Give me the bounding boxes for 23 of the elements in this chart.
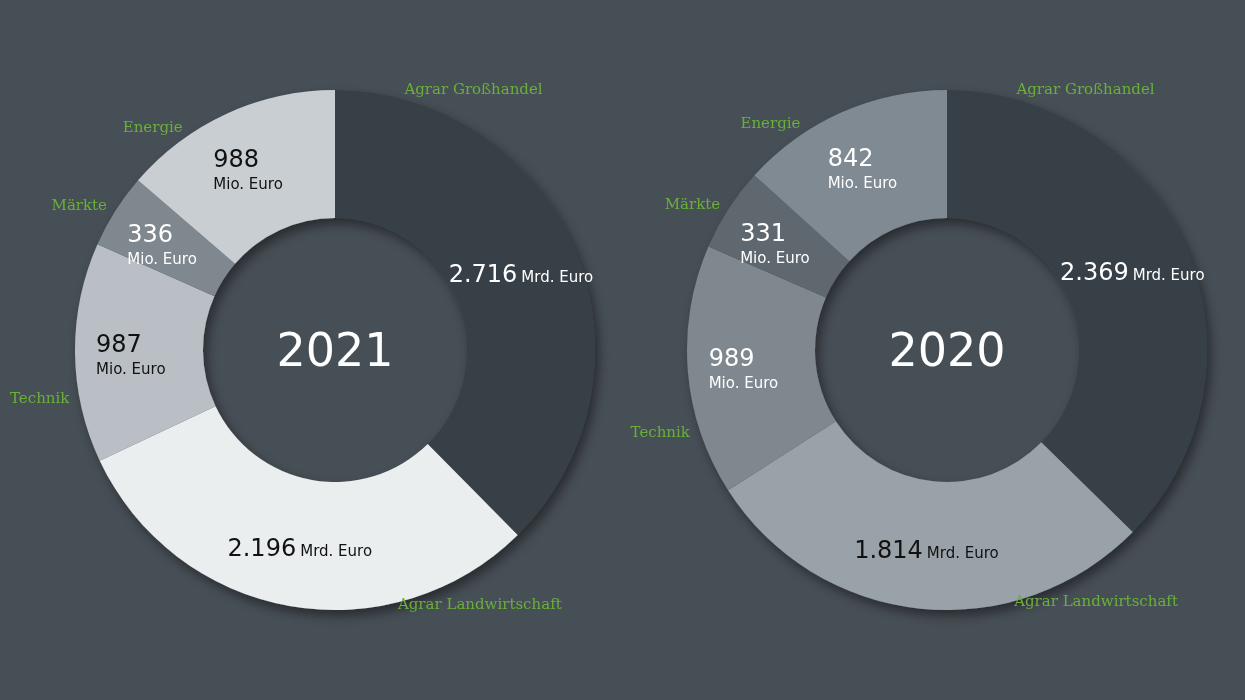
slice-label: Agrar Großhandel [403,80,543,99]
data-label: 987 Mio. Euro [96,330,166,379]
slice-label: Technik [10,389,71,408]
data-label: 2.369 Mrd. Euro [1059,258,1205,287]
slice-label: Agrar Landwirtschaft [396,594,562,613]
slice-label: Märkte [51,196,108,215]
text: 2020 [888,323,1006,377]
data-label: 2.196 Mrd. Euro [227,533,373,562]
data-label: 336 Mio. Euro [127,220,197,269]
data-label: 988 Mio. Euro [213,145,283,194]
data-label: 2.716 Mrd. Euro [448,259,594,288]
slice-label: Agrar Landwirtschaft [1013,592,1178,611]
data-label: 842 Mio. Euro [827,144,898,193]
slice-label: Energie [122,118,183,137]
slice-label: Agrar Großhandel [1015,80,1155,99]
slice-label: Märkte [664,194,721,213]
data-label: 331 Mio. Euro [740,219,810,268]
slice-label: Technik [630,423,691,442]
data-label: 989 Mio. Euro [708,344,779,393]
donut-slice [75,244,216,461]
data-label: 1.814 Mrd. Euro [854,535,999,564]
slice-label: Energie [740,114,801,133]
text: 2021 [276,323,394,377]
